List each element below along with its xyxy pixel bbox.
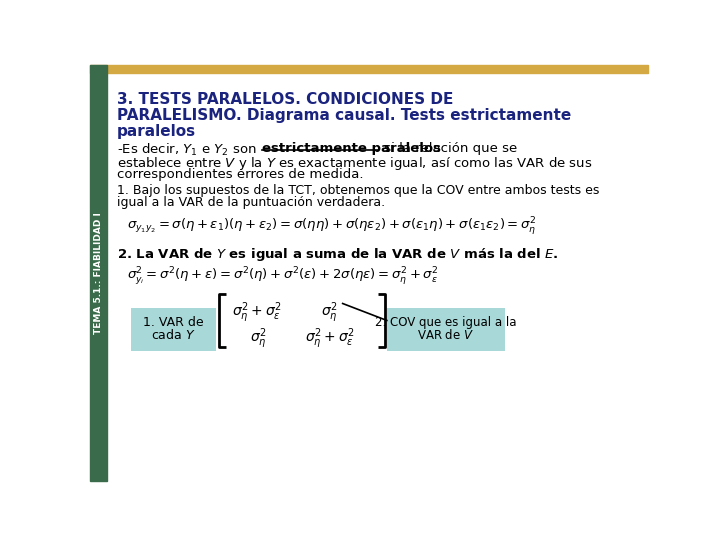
Text: $\sigma^2_\eta + \sigma^2_\varepsilon$: $\sigma^2_\eta + \sigma^2_\varepsilon$: [305, 327, 355, 351]
Text: estrictamente paralelos: estrictamente paralelos: [262, 142, 441, 155]
Text: $\sigma^2_\eta$: $\sigma^2_\eta$: [321, 300, 338, 325]
Text: 1. Bajo los supuestos de la TCT, obtenemos que la COV entre ambos tests es: 1. Bajo los supuestos de la TCT, obtenem…: [117, 184, 600, 197]
Text: -Es decir, $Y_1$ e $Y_2$ son: -Es decir, $Y_1$ e $Y_2$ son: [117, 142, 258, 158]
Text: $\sigma_{y_1y_2} = \sigma(\eta+\varepsilon_1)(\eta+\varepsilon_2) = \sigma(\eta\: $\sigma_{y_1y_2} = \sigma(\eta+\varepsil…: [127, 215, 536, 237]
Text: establece entre $V$ y la $\mathit{Y}$ es exactamente igual, así como las VAR de : establece entre $V$ y la $\mathit{Y}$ es…: [117, 155, 593, 172]
Text: cada $\mathit{Y}$: cada $\mathit{Y}$: [151, 328, 196, 342]
Text: correspondientes errores de medida.: correspondientes errores de medida.: [117, 168, 364, 181]
Text: paralelos: paralelos: [117, 124, 197, 139]
Text: VAR de $V$: VAR de $V$: [417, 328, 474, 342]
Text: PARALELISMO. Diagrama causal. Tests estrictamente: PARALELISMO. Diagrama causal. Tests estr…: [117, 108, 572, 123]
Text: 2. La VAR de $\mathit{Y}$ es igual a suma de la VAR de $V$ más la del $\mathit{E: 2. La VAR de $\mathit{Y}$ es igual a sum…: [117, 246, 559, 263]
Text: igual a la VAR de la puntuación verdadera.: igual a la VAR de la puntuación verdader…: [117, 197, 385, 210]
Text: si la relación que se: si la relación que se: [380, 142, 517, 155]
FancyBboxPatch shape: [131, 308, 215, 351]
Text: $\sigma^2_{y_i} = \sigma^2(\eta+\varepsilon) = \sigma^2(\eta)+\sigma^2(\varepsil: $\sigma^2_{y_i} = \sigma^2(\eta+\varepsi…: [127, 265, 439, 287]
Text: $\sigma^2_\eta + \sigma^2_\varepsilon$: $\sigma^2_\eta + \sigma^2_\varepsilon$: [232, 300, 282, 325]
FancyBboxPatch shape: [387, 308, 505, 351]
Text: 3. TESTS PARALELOS. CONDICIONES DE: 3. TESTS PARALELOS. CONDICIONES DE: [117, 92, 454, 107]
Bar: [90, 65, 107, 481]
Text: TEMA 5.1.: FIABILIDAD I: TEMA 5.1.: FIABILIDAD I: [94, 212, 103, 334]
Text: 2. COV que es igual a la: 2. COV que es igual a la: [375, 316, 516, 329]
Text: $\sigma^2_\eta$: $\sigma^2_\eta$: [250, 327, 266, 351]
Text: 1. VAR de: 1. VAR de: [143, 316, 204, 329]
Bar: [90, 65, 648, 72]
